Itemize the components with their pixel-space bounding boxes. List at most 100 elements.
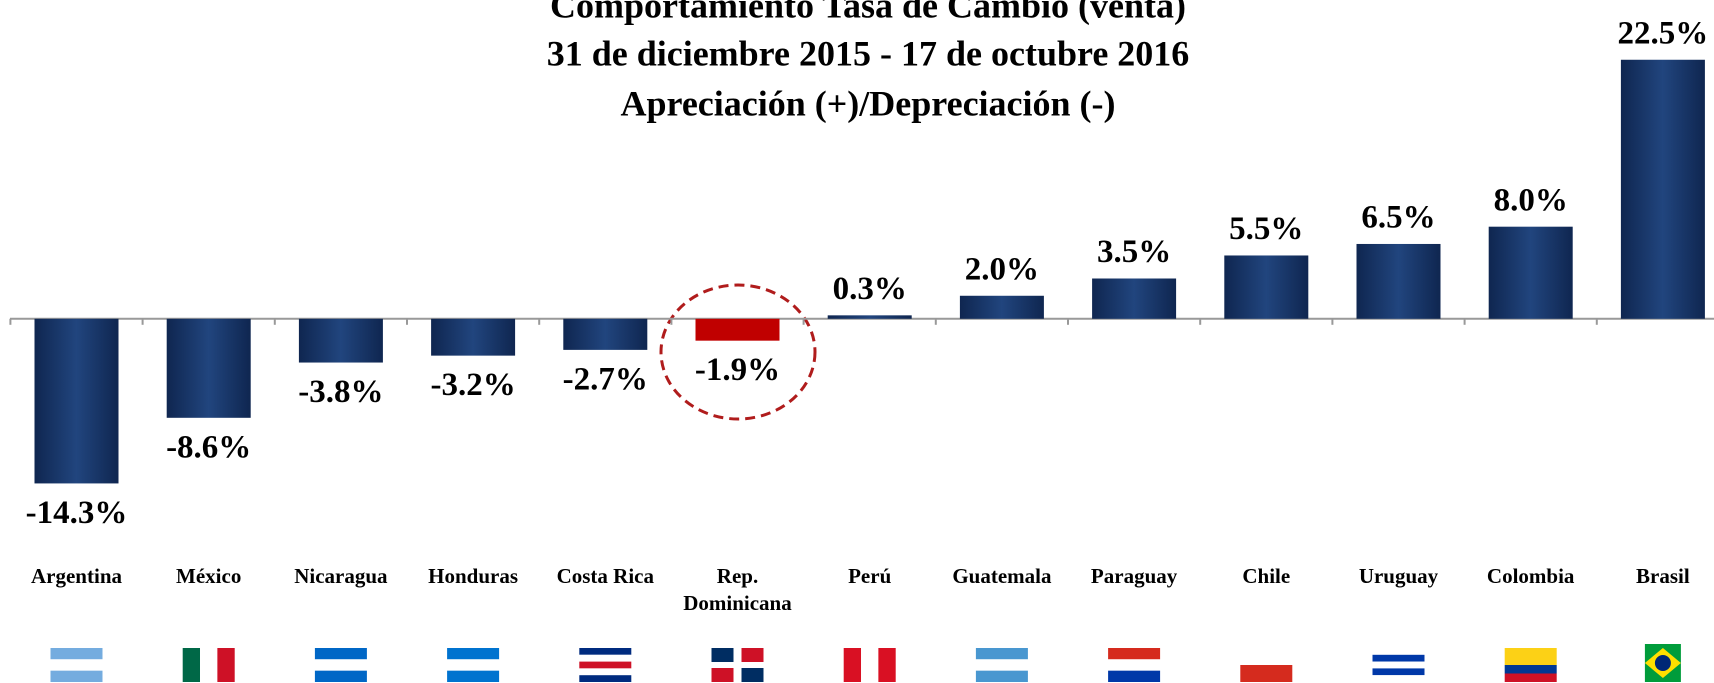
flag-stripe — [711, 668, 734, 682]
data-label: 0.3% — [833, 271, 907, 307]
bar — [827, 315, 912, 319]
flag-icon — [50, 648, 103, 682]
flag-icon — [1108, 648, 1161, 682]
data-label: 2.0% — [965, 251, 1039, 287]
flag-stripe — [50, 648, 103, 660]
flag-stripe — [1504, 665, 1557, 674]
x-tick-label: Argentina — [31, 564, 122, 588]
flag-stripe — [1108, 659, 1161, 671]
flag-icon — [711, 648, 764, 682]
flag-stripe — [1372, 654, 1425, 662]
x-tick-label: Rep. Dominicana — [683, 564, 792, 615]
x-tick-label: Chile — [1242, 564, 1291, 588]
flag-icon — [182, 648, 235, 682]
flag-icon — [843, 648, 896, 682]
flag-stripe — [1372, 668, 1425, 676]
flag-stripe — [975, 659, 1028, 671]
flag-icon — [1504, 648, 1557, 682]
flag-stripe — [217, 648, 235, 682]
chart-title: Comportamiento Tasa de Cambio (venta) — [550, 0, 1186, 25]
flag-stripe — [1240, 665, 1293, 682]
bar — [166, 318, 251, 418]
flag-stripe — [975, 648, 1028, 660]
chart-subtitle: Apreciación (+)/Depreciación (-) — [620, 83, 1115, 123]
flag-stripe — [200, 648, 218, 682]
data-label: -1.9% — [695, 352, 780, 388]
bar — [1356, 243, 1441, 319]
flag-stripe — [1372, 675, 1425, 682]
bar — [695, 318, 780, 341]
data-label: 22.5% — [1618, 15, 1709, 51]
bar — [1092, 278, 1177, 319]
x-tick-label: Paraguay — [1090, 564, 1178, 588]
flag-stripe — [1372, 648, 1425, 655]
flag-stripe — [741, 668, 764, 682]
bar — [959, 295, 1044, 319]
flag-stripe — [314, 648, 367, 660]
data-label: 6.5% — [1361, 200, 1435, 236]
flag-stripe — [579, 661, 632, 669]
flag-stripe — [1504, 648, 1557, 657]
bar — [563, 318, 648, 350]
flag-stripe — [314, 670, 367, 682]
flag-stripe — [1504, 656, 1557, 665]
flag-stripe — [182, 648, 201, 682]
x-tick-label: Guatemala — [952, 564, 1052, 588]
flag-stripe — [711, 648, 734, 662]
flag-icon — [447, 648, 500, 682]
flag-stripe — [314, 659, 367, 671]
data-label: 8.0% — [1494, 182, 1568, 218]
bar — [431, 318, 516, 356]
flag-icon — [975, 648, 1028, 682]
flag-stripe — [861, 648, 879, 682]
x-tick-label: Colombia — [1486, 564, 1575, 588]
flag-icon — [579, 648, 632, 682]
flag-stripe — [1504, 673, 1557, 682]
flag-stripe — [843, 648, 862, 682]
flag-stripe — [1372, 661, 1425, 669]
data-label: 3.5% — [1097, 234, 1171, 270]
flag-stripe — [1108, 648, 1161, 660]
data-label: -8.6% — [166, 429, 251, 465]
flag-stripe — [579, 654, 632, 662]
data-label: -2.7% — [563, 361, 648, 397]
x-tick-label: Nicaragua — [294, 564, 388, 588]
flag-stripe — [1240, 648, 1293, 665]
x-tick-label: Costa Rica — [556, 564, 654, 588]
flag-stripe — [447, 670, 500, 682]
flag-icon — [1644, 644, 1681, 682]
flag-stripe — [741, 648, 764, 662]
bar — [1620, 59, 1705, 319]
flag-stripe — [878, 648, 896, 682]
flag-stripe — [447, 659, 500, 671]
flag-stripe — [579, 668, 632, 676]
data-label: -3.8% — [298, 374, 383, 410]
bar — [34, 318, 119, 484]
flag-icon — [1372, 648, 1425, 682]
flag-stripe — [447, 648, 500, 660]
flag-stripe — [975, 670, 1028, 682]
flag-stripe — [579, 675, 632, 682]
x-tick-label: México — [176, 564, 242, 588]
flag-stripe — [579, 648, 632, 655]
x-tick-label: Brasil — [1636, 564, 1690, 588]
flag-icon — [1240, 648, 1293, 682]
highlight-circle — [659, 283, 817, 421]
x-tick-label: Honduras — [428, 564, 519, 588]
flag-stripe — [50, 670, 103, 682]
x-tick-label: Uruguay — [1358, 564, 1439, 588]
data-label: -3.2% — [430, 367, 515, 403]
bar — [1224, 255, 1309, 319]
flag-icon — [314, 648, 367, 682]
data-label: -14.3% — [26, 495, 128, 531]
x-tick-label: Perú — [848, 564, 892, 588]
bar — [1488, 226, 1573, 319]
flag-stripe — [1108, 670, 1161, 682]
chart-subtitle: 31 de diciembre 2015 - 17 de octubre 201… — [547, 33, 1190, 73]
flag-stripe — [50, 659, 103, 671]
data-label: 5.5% — [1229, 211, 1303, 247]
flag-stripe — [1654, 655, 1671, 671]
bar — [298, 318, 383, 363]
